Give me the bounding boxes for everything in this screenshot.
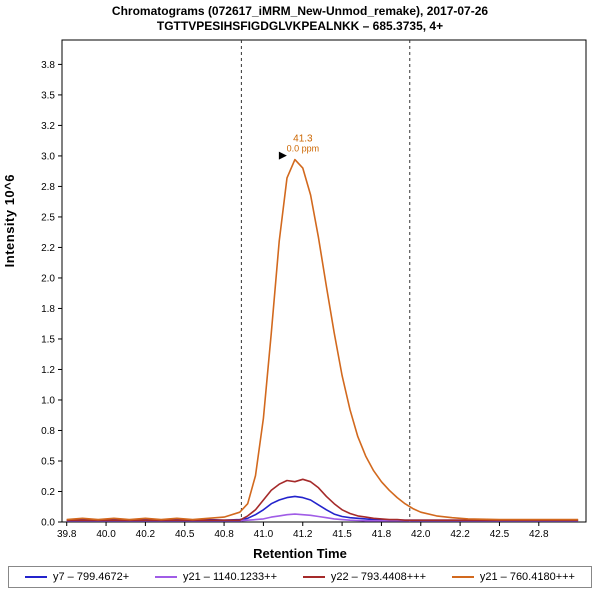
chart-header: Chromatograms (072617_iMRM_New-Unmod_rem… — [0, 0, 600, 34]
y-tick-label: 2.2 — [41, 243, 55, 254]
peptide-subtitle: TGTTVPESIHSFIGDGLVKPEALNKK – 685.3735, 4… — [156, 19, 444, 33]
y-tick-label: 3.8 — [41, 60, 55, 71]
y-tick-label: 2.5 — [41, 212, 55, 223]
y-tick-label: 3.0 — [41, 151, 55, 162]
legend-label: y21 – 1140.1233++ — [183, 571, 278, 583]
x-tick-label: 41.5 — [332, 529, 352, 540]
trace-y22-3plus[interactable] — [66, 478, 579, 522]
y-tick-label: 0.8 — [41, 426, 55, 437]
y-tick-label: 1.5 — [41, 334, 55, 345]
chart-title: Chromatograms (072617_iMRM_New-Unmod_rem… — [111, 4, 489, 18]
y-tick-label: 0.2 — [41, 487, 55, 498]
y-tick-label: 0.5 — [41, 456, 55, 467]
legend: y7 – 799.4672+ y21 – 1140.1233++ y22 – 7… — [8, 566, 592, 588]
chromatogram-plot-area[interactable]: Intensity 10^6 39.8 40.0 40.2 40.5 40.8 41.0 4… — [0, 34, 600, 546]
y-tick-label: 1.8 — [41, 304, 55, 315]
legend-item-y21-3plus[interactable]: y21 – 760.4180+++ — [451, 571, 575, 583]
trace-y21-3plus[interactable] — [66, 158, 579, 521]
legend-label: y7 – 799.4672+ — [53, 571, 130, 583]
legend-item-y22[interactable]: y22 – 793.4408+++ — [302, 571, 426, 583]
legend-label: y22 – 793.4408+++ — [330, 571, 426, 583]
x-tick-label: 42.5 — [490, 529, 510, 540]
y-axis-label: Intensity 10^6 — [2, 174, 17, 268]
x-tick-label: 39.8 — [57, 529, 77, 540]
y-tick-label: 1.2 — [41, 365, 55, 376]
series-line-icon — [451, 576, 474, 578]
plot-border — [61, 39, 587, 523]
peak-ppm-label: 0.0 ppm — [287, 144, 320, 154]
legend-item-y7[interactable]: y7 – 799.4672+ — [25, 571, 129, 583]
x-tick-label: 41.2 — [293, 529, 313, 540]
peak-rt-label: 41.3 — [293, 134, 313, 145]
series-line-icon — [155, 576, 178, 578]
legend-item-y21-2plus[interactable]: y21 – 1140.1233++ — [155, 571, 277, 583]
chromatogram-svg[interactable]: 39.8 40.0 40.2 40.5 40.8 41.0 41.2 41.5 41.8 42.0… — [0, 34, 600, 546]
y-tick-label: 1.0 — [41, 395, 55, 406]
y-tick-label: 3.2 — [41, 121, 55, 132]
y-tick-label: 0.0 — [41, 518, 55, 529]
x-tick-label: 40.5 — [175, 529, 195, 540]
x-tick-label: 40.8 — [214, 529, 234, 540]
y-tick-label: 2.0 — [41, 273, 55, 284]
x-tick-label: 40.2 — [136, 529, 156, 540]
x-tick-label: 41.0 — [254, 529, 274, 540]
series-line-icon — [302, 576, 325, 578]
y-tick-label: 3.5 — [41, 90, 55, 101]
x-tick-label: 42.0 — [411, 529, 431, 540]
x-tick-label: 41.8 — [372, 529, 392, 540]
x-tick-label: 42.2 — [450, 529, 470, 540]
series-line-icon — [25, 576, 47, 578]
best-peak-arrow-icon — [278, 151, 287, 160]
x-tick-label: 42.8 — [529, 529, 549, 540]
y-tick-label: 2.8 — [41, 182, 55, 193]
x-axis-label: Retention Time — [253, 546, 347, 561]
legend-label: y21 – 760.4180+++ — [479, 571, 575, 583]
x-tick-label: 40.0 — [96, 529, 116, 540]
